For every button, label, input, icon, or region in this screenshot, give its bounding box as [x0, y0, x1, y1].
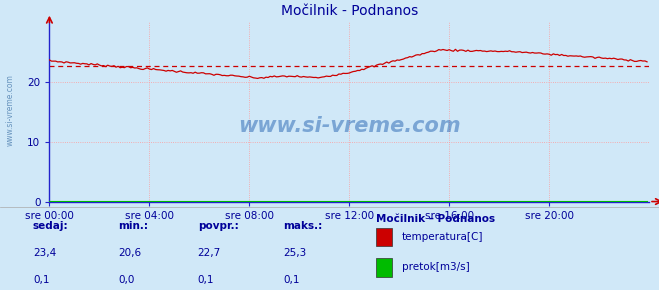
Bar — [376, 258, 392, 277]
Text: www.si-vreme.com: www.si-vreme.com — [238, 116, 461, 136]
Text: pretok[m3/s]: pretok[m3/s] — [402, 262, 470, 272]
Text: maks.:: maks.: — [283, 221, 323, 231]
Text: 23,4: 23,4 — [33, 248, 56, 258]
Bar — [376, 228, 392, 246]
Text: povpr.:: povpr.: — [198, 221, 239, 231]
Title: Močilnik - Podnanos: Močilnik - Podnanos — [281, 4, 418, 18]
Text: www.si-vreme.com: www.si-vreme.com — [5, 74, 14, 146]
Text: sedaj:: sedaj: — [33, 221, 69, 231]
Text: Močilnik – Podnanos: Močilnik – Podnanos — [376, 214, 495, 224]
Text: 0,1: 0,1 — [198, 275, 214, 285]
Text: 0,0: 0,0 — [119, 275, 135, 285]
Text: min.:: min.: — [119, 221, 149, 231]
Text: 0,1: 0,1 — [33, 275, 49, 285]
Text: 25,3: 25,3 — [283, 248, 306, 258]
Text: 22,7: 22,7 — [198, 248, 221, 258]
Text: 20,6: 20,6 — [119, 248, 142, 258]
Text: 0,1: 0,1 — [283, 275, 300, 285]
Text: temperatura[C]: temperatura[C] — [402, 232, 484, 242]
